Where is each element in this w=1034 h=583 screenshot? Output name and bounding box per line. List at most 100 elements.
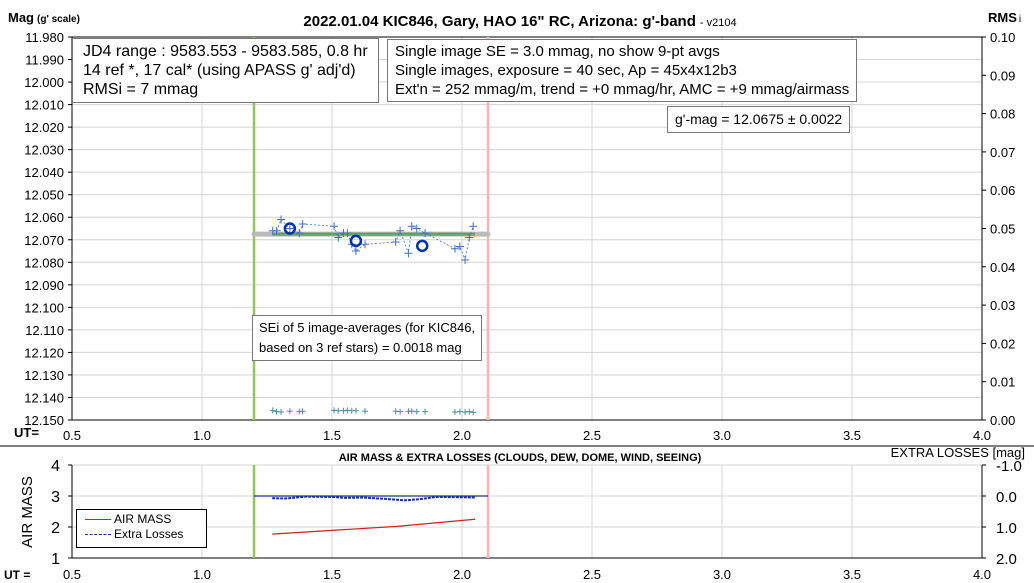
y-tick-label: 12.010 [24, 98, 64, 113]
x-tick-label: 4.0 [973, 567, 991, 582]
single-image-line [272, 218, 474, 262]
info-box-range: JD4 range : 9583.553 - 9583.585, 0.8 hr … [72, 38, 379, 103]
y2-tick-label: 0.02 [990, 336, 1015, 351]
chart2-title: AIR MASS & EXTRA LOSSES (CLOUDS, DEW, DO… [339, 452, 702, 464]
image-average-point [349, 234, 363, 248]
single-image-point [412, 224, 421, 233]
single-image-point [396, 226, 405, 235]
info-box-settings: Single image SE = 3.0 mmag, no show 9-pt… [387, 39, 858, 102]
x-tick-label: 1.0 [193, 428, 211, 443]
single-image-point [285, 224, 294, 233]
image-average-point [415, 239, 429, 253]
sei-box: SEi of 5 image-averages (for KIC846, bas… [252, 315, 483, 361]
rms-point [466, 408, 473, 415]
info-line: 14 ref *, 17 cal* (using APASS g' adj'd) [83, 62, 356, 79]
y-tick-label: 12.040 [24, 165, 64, 180]
rms-point [335, 407, 342, 414]
chart2-y2-label: EXTRA LOSSES [mag] [891, 445, 1025, 460]
x-tick-label: 2.0 [453, 567, 471, 582]
y2-tick-label: 2.0 [996, 551, 1017, 568]
y-tick-label: 12.000 [24, 75, 64, 90]
chart2-x-label: UT = [4, 568, 30, 582]
x-tick-label: 4.0 [973, 428, 991, 443]
x-axis-label: UT= [14, 425, 39, 440]
y-tick-label: 12.070 [24, 233, 64, 248]
single-image-point [330, 222, 339, 231]
single-image-point [298, 219, 307, 228]
y-tick-label: 12.090 [24, 278, 64, 293]
single-image-point [469, 222, 478, 231]
single-image-point [361, 240, 370, 249]
info-line: Ext'n = 252 mmag/m, trend = +0 mmag/hr, … [395, 81, 850, 98]
single-image-point [450, 244, 459, 253]
x-tick-label: 0.5 [63, 428, 81, 443]
y2-tick-label: 0.06 [990, 183, 1015, 198]
rms-point [278, 408, 285, 415]
y2-tick-label: 0.01 [990, 375, 1015, 390]
single-image-point [465, 233, 474, 242]
x-tick-label: 1.5 [323, 567, 341, 582]
x-tick-label: 3.0 [713, 428, 731, 443]
chart2-legend: AIR MASS Extra Losses [76, 509, 207, 548]
y2-tick-label: 0.05 [990, 222, 1015, 237]
rms-point [299, 408, 306, 415]
chart2-y-label: AIR MASS [19, 476, 36, 548]
single-image-point [334, 233, 343, 242]
extra-losses-line [272, 495, 476, 502]
single-image-point [421, 229, 430, 238]
y2-tick-label: 0.09 [990, 68, 1015, 83]
y-tick-label: 12.080 [24, 255, 64, 270]
y2-tick-label: 0.0 [996, 489, 1017, 506]
x-tick-label: 3.5 [843, 567, 861, 582]
y-tick-label: 3 [51, 489, 60, 506]
info-line: RMSi = 7 mmag [83, 81, 199, 98]
x-tick-label: 3.0 [713, 567, 731, 582]
rms-point [397, 408, 404, 415]
legend-label: AIR MASS [114, 512, 172, 526]
y-tick-label: 12.050 [24, 188, 64, 203]
single-image-point [272, 226, 281, 235]
chart-title: 2022.01.04 KIC846, Gary, HAO 16" RC, Ari… [303, 13, 736, 30]
rms-point [456, 408, 463, 415]
y2-tick-label: 0.04 [990, 260, 1015, 275]
single-image-point [404, 249, 413, 258]
rms-point [413, 408, 420, 415]
legend-swatch [85, 519, 111, 521]
rms-point [352, 407, 359, 414]
rms-point [470, 409, 477, 416]
info-line: JD4 range : 9583.553 - 9583.585, 0.8 hr [83, 43, 368, 60]
y2-tick-label: 0.08 [990, 107, 1015, 122]
y-tick-label: 12.130 [24, 368, 64, 383]
image-average-point [283, 222, 297, 235]
info-line: SEi of 5 image-averages (for KIC846, [259, 320, 476, 335]
x-tick-label: 1.5 [323, 428, 341, 443]
single-image-point [455, 242, 464, 251]
y-tick-label: 12.030 [24, 143, 64, 158]
gmag-result-box: g'-mag = 12.0675 ± 0.0022 [667, 106, 851, 133]
single-image-point [351, 247, 360, 256]
legend-label: Extra Losses [114, 527, 184, 541]
y-tick-label: 11.990 [25, 53, 64, 68]
rms-point [422, 408, 429, 415]
info-line: Single image SE = 3.0 mmag, no show 9-pt… [395, 43, 720, 60]
y-tick-label: 4 [51, 458, 60, 475]
x-tick-label: 2.0 [453, 428, 471, 443]
y-tick-label: 12.100 [24, 300, 64, 315]
y-tick-label: 12.020 [24, 120, 64, 135]
single-image-point [461, 256, 470, 265]
info-line: Single images, exposure = 40 sec, Ap = 4… [395, 62, 737, 79]
y-tick-label: 12.060 [24, 210, 64, 225]
single-image-point [343, 229, 352, 238]
y-tick-label: 2 [51, 520, 60, 537]
y-tick-label: 12.120 [24, 345, 64, 360]
y-tick-label: 12.110 [25, 323, 64, 338]
y2-tick-label: 0.10 [990, 30, 1015, 45]
x-tick-label: 1.0 [193, 567, 211, 582]
y2-tick-label: -1.0 [996, 458, 1022, 475]
single-image-point [391, 238, 400, 247]
y2-tick-label: 0.03 [990, 298, 1015, 313]
air-mass-line [272, 518, 476, 535]
y2-tick-label: 1.0 [996, 520, 1017, 537]
